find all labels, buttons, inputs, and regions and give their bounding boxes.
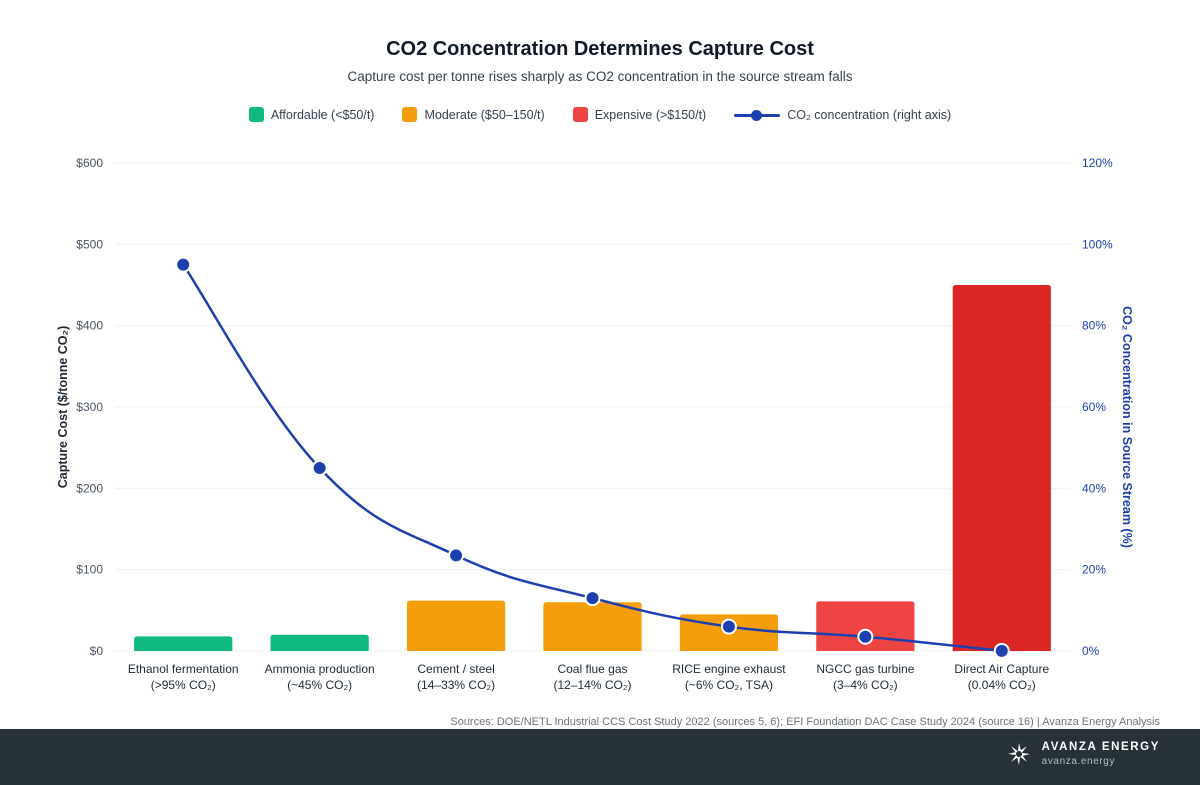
x-tick-label: RICE engine exhaust [672,662,786,676]
y-right-tick-label: 20% [1082,563,1106,577]
legend-item-moderate[interactable]: Moderate ($50–150/t) [402,107,545,122]
legend-label-moderate: Moderate ($50–150/t) [424,107,545,122]
concentration-point-5 [720,618,737,635]
x-tick-label: Ethanol fermentation [128,662,239,676]
legend-swatch-line [734,108,781,122]
chart-title: CO2 Concentration Determines Capture Cos… [386,38,814,60]
y-right-tick-label: 40% [1082,481,1106,495]
legend-label-concentration: CO₂ concentration (right axis) [787,107,952,122]
x-tick-sublabel: (~6% CO₂, TSA) [685,678,773,692]
chart-legend: Affordable (<$50/t) Moderate ($50–150/t)… [0,107,1200,122]
x-tick-label: Ammonia production [265,662,375,676]
brand-name: AVANZA ENERGY [1041,741,1160,753]
sources-note: Sources: DOE/NETL Industrial CCS Cost St… [450,716,1160,728]
legend-label-expensive: Expensive (>$150/t) [594,107,707,122]
x-tick-label: Coal flue gas [557,662,627,676]
x-tick-sublabel: (~45% CO₂) [287,678,352,692]
y-axis-title: Capture Cost ($/tonne CO₂) [56,326,70,489]
concentration-point-7 [993,642,1010,659]
concentration-point-1 [175,256,192,273]
y-right-tick-label: 0% [1082,644,1100,658]
bar-3 [406,600,506,651]
y-tick-label: $400 [76,319,103,333]
legend-label-affordable: Affordable (<$50/t) [270,107,375,122]
x-tick-sublabel: (3–4% CO₂) [833,678,898,692]
x-tick-sublabel: (0.04% CO₂) [968,678,1036,692]
y-tick-label: $0 [90,644,104,658]
legend-swatch-moderate [402,107,418,122]
footer-bar: AVANZA ENERGY avanza.energy [0,729,1200,785]
bar-1 [134,636,233,651]
chart-plot: $0 $100 $200 $300 $400 $500 $600 0% 20% 40% 60% 80%… [56,156,1134,692]
x-tick-sublabel: (>95% CO₂) [151,678,216,692]
chart-subtitle: Capture cost per tonne rises sharply as … [347,69,853,84]
concentration-point-4 [584,590,601,607]
y-tick-label: $500 [76,237,103,251]
brand-url: avanza.energy [1041,756,1116,767]
concentration-point-2 [311,460,328,476]
y-tick-label: $300 [76,400,103,414]
legend-item-concentration[interactable]: CO₂ concentration (right axis) [734,108,951,122]
y-tick-label: $200 [76,481,103,495]
y-tick-label: $100 [76,563,103,577]
legend-item-expensive[interactable]: Expensive (>$150/t) [572,107,707,122]
x-tick-sublabel: (14–33% CO₂) [417,678,495,692]
y-right-tick-label: 120% [1082,156,1113,170]
bar-2 [270,634,369,651]
legend-swatch-affordable [248,107,264,122]
x-tick-label: Cement / steel [417,662,494,676]
x-tick-sublabel: (12–14% CO₂) [553,678,631,692]
y-right-tick-label: 80% [1082,319,1106,333]
brand[interactable]: AVANZA ENERGY avanza.energy [1006,741,1160,767]
y-right-axis-title: CO₂ Concentration in Source Stream (%) [1120,306,1134,548]
concentration-point-6 [857,628,874,645]
x-tick-label: Direct Air Capture [954,662,1049,676]
y-tick-label: $600 [76,156,103,170]
legend-item-affordable[interactable]: Affordable (<$50/t) [248,107,375,122]
bar-7 [952,285,1051,651]
legend-swatch-expensive [572,107,588,122]
spiral-burst-icon [1007,743,1030,765]
y-right-tick-label: 100% [1082,237,1113,251]
x-tick-label: NGCC gas turbine [816,662,914,676]
y-right-tick-label: 60% [1082,400,1106,414]
concentration-point-3 [448,547,465,564]
bar-4 [543,602,642,651]
